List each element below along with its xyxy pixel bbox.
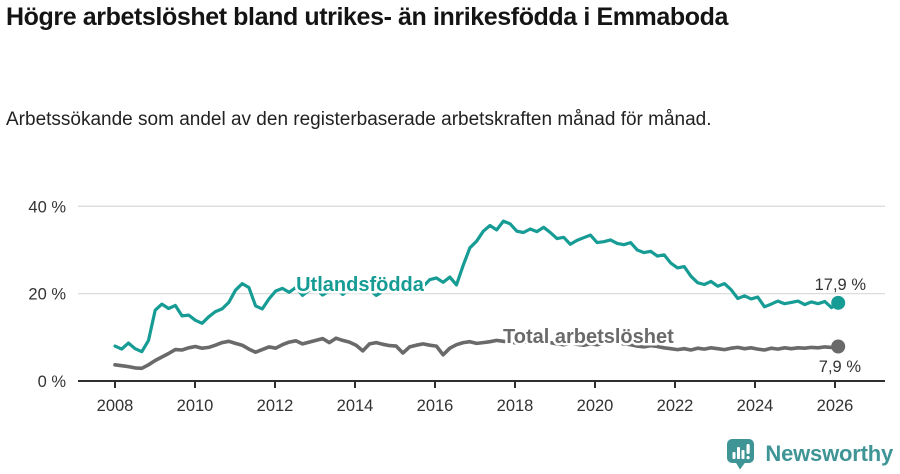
x-tick-label: 2022 xyxy=(657,397,694,415)
series-end-dot-utlandsfodda xyxy=(831,295,846,310)
x-tick-label: 2010 xyxy=(177,397,214,415)
x-tick-label: 2014 xyxy=(337,397,374,415)
series-label-total: Total arbetslöshet xyxy=(503,326,674,348)
y-tick-label: 40 % xyxy=(28,198,66,216)
series-line-total xyxy=(113,336,841,371)
series-end-value-total: 7,9 % xyxy=(819,358,862,376)
newsworthy-logo: Newsworthy xyxy=(726,438,893,470)
series-end-dot-total xyxy=(831,339,846,354)
page-title: Högre arbetslöshet bland utrikes- än inr… xyxy=(6,3,728,31)
series-label-utlandsfodda: Utlandsfödda xyxy=(296,274,425,296)
series-line-utlandsfodda xyxy=(113,219,840,354)
x-tick-label: 2026 xyxy=(817,397,854,415)
bar-chart-speech-bubble-icon xyxy=(727,439,755,470)
x-tick-label: 2008 xyxy=(97,397,134,415)
series-end-value-utlandsfodda: 17,9 % xyxy=(815,276,867,294)
page-subtitle: Arbetssökande som andel av den registerb… xyxy=(6,109,712,130)
y-tick-label: 20 % xyxy=(28,286,66,304)
x-tick-label: 2016 xyxy=(417,397,454,415)
x-tick-label: 2024 xyxy=(737,397,774,415)
brand-wordmark: Newsworthy xyxy=(765,441,893,466)
x-tick-label: 2018 xyxy=(497,397,534,415)
x-tick-label: 2012 xyxy=(257,397,294,415)
x-tick-label: 2020 xyxy=(577,397,614,415)
y-tick-label: 0 % xyxy=(38,373,67,391)
